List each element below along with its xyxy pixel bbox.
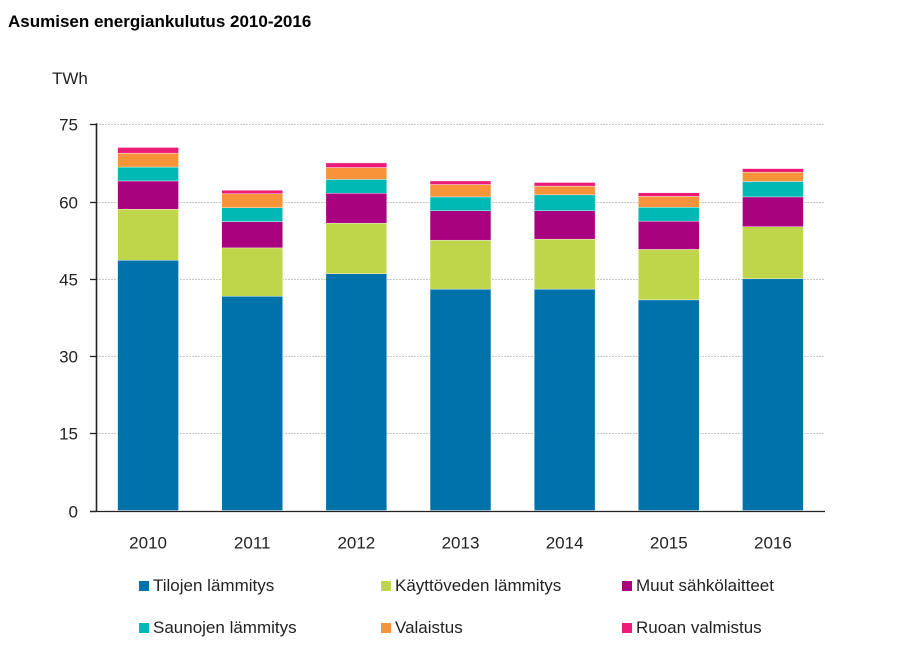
legend-label: Saunojen lämmitys: [153, 618, 297, 637]
x-tick-labels: 2010 2011 2012 2013 2014 2015 2016: [129, 534, 792, 553]
bar-segment: Saunojen lämmitys 2015: 2.7: [638, 207, 700, 222]
bar-stack-2015: Tilojen lämmitys 2015: 40.9Käyttöveden l…: [638, 192, 700, 511]
x-tick-label: 2011: [234, 534, 271, 553]
bar-segment: Muut sähkölaitteet 2014: 5.5: [533, 210, 596, 240]
bar-segment: Tilojen lämmitys 2010: 48.6: [117, 260, 179, 511]
x-tick-label: 2016: [754, 534, 792, 553]
legend-item: Saunojen lämmitys: [139, 618, 297, 638]
legend-item: Ruoan valmistus: [622, 618, 762, 638]
bar-segment: Saunojen lämmitys 2012: 2.7: [325, 179, 388, 194]
bar-segment: Muut sähkölaitteet 2010: 5.5: [117, 180, 179, 210]
bar-segment: Ruoan valmistus 2010: 1.1: [117, 147, 179, 154]
bar-segment: Valaistus 2016: 1.8: [742, 171, 804, 182]
bar-stack-2016: Tilojen lämmitys 2016: 45Käyttöveden läm…: [742, 168, 804, 511]
legend-swatch: [381, 623, 391, 633]
bar-stack-2013: Tilojen lämmitys 2013: 43Käyttöveden läm…: [429, 180, 492, 511]
bar-segment: Valaistus 2012: 2.3: [325, 167, 388, 180]
legend-swatch: [622, 623, 632, 633]
y-tick-label: 30: [59, 348, 78, 367]
bar-segment: Saunojen lämmitys 2010: 2.7: [117, 166, 179, 182]
legend-label: Valaistus: [395, 618, 463, 637]
legend-swatch: [381, 581, 391, 591]
bar-segment: Muut sähkölaitteet 2016: 5.8: [742, 196, 804, 227]
bar-segment: Muut sähkölaitteet 2015: 5.5: [638, 220, 700, 250]
bar-segment: Käyttöveden lämmitys 2011: 9.4: [221, 247, 283, 297]
bars: Tilojen lämmitys 2010: 48.6Käyttöveden l…: [117, 147, 804, 511]
x-tick-label: 2014: [546, 534, 584, 553]
bar-segment: Tilojen lämmitys 2012: 46: [325, 273, 388, 511]
y-tick-label: 75: [59, 116, 78, 135]
bar-segment: Käyttöveden lämmitys 2014: 9.7: [533, 238, 596, 290]
bar-segment: Ruoan valmistus 2012: 0.9: [325, 162, 388, 168]
bar-segment: Tilojen lämmitys 2016: 45: [742, 278, 804, 511]
x-tick-label: 2010: [129, 534, 167, 553]
legend-item: Muut sähkölaitteet: [622, 576, 774, 596]
bar-segment: Käyttöveden lämmitys 2010: 9.9: [117, 209, 179, 261]
x-tick-label: 2013: [442, 534, 480, 553]
y-tick-label: 15: [59, 425, 78, 444]
bar-segment: Valaistus 2013: 2.4: [429, 184, 492, 198]
bar-segment: Saunojen lämmitys 2013: 2.7: [429, 196, 492, 212]
bar-segment: Käyttöveden lämmitys 2013: 9.5: [429, 239, 492, 290]
bar-segment: Muut sähkölaitteet 2012: 5.8: [325, 193, 388, 224]
legend-swatch: [622, 581, 632, 591]
bar-segment: Muut sähkölaitteet 2011: 5.1: [221, 221, 283, 249]
bar-segment: Tilojen lämmitys 2011: 41.6: [221, 296, 283, 511]
y-tick-label: 45: [59, 271, 78, 290]
bar-segment: Valaistus 2011: 2.7: [221, 193, 283, 208]
y-tick-label: 60: [59, 194, 78, 213]
legend-label: Käyttöveden lämmitys: [395, 576, 562, 595]
bar-segment: Tilojen lämmitys 2013: 43: [429, 288, 492, 511]
legend-label: Muut sähkölaitteet: [636, 576, 774, 595]
chart-title: Asumisen energiankulutus 2010-2016: [8, 12, 312, 31]
bar-segment: Ruoan valmistus 2014: 0.7: [533, 182, 596, 187]
bar-segment: Käyttöveden lämmitys 2015: 9.8: [638, 249, 700, 301]
bar-segment: Muut sähkölaitteet 2013: 5.7: [429, 210, 492, 241]
legend-swatch: [139, 581, 149, 591]
legend-swatch: [139, 623, 149, 633]
axes: [90, 123, 825, 513]
bar-stack-2014: Tilojen lämmitys 2014: 43Käyttöveden läm…: [533, 182, 596, 511]
legend-label: Ruoan valmistus: [636, 618, 762, 637]
y-tick-label: 0: [69, 503, 78, 522]
bar-stack-2011: Tilojen lämmitys 2011: 41.6Käyttöveden l…: [221, 190, 283, 511]
legend-item: Valaistus: [381, 618, 463, 638]
bar-segment: Valaistus 2010: 2.7: [117, 152, 179, 168]
bar-segment: Käyttöveden lämmitys 2012: 9.8: [325, 222, 388, 274]
bar-segment: Ruoan valmistus 2011: 0.7: [221, 190, 283, 195]
y-tick-labels: 0 15 30 45 60 75: [59, 116, 78, 522]
legend-label: Tilojen lämmitys: [153, 576, 275, 595]
bar-segment: Ruoan valmistus 2013: 0.7: [429, 180, 492, 185]
bar-segment: Saunojen lämmitys 2016: 3: [742, 181, 804, 198]
bar-segment: Tilojen lämmitys 2015: 40.9: [638, 299, 700, 511]
bar-segment: Ruoan valmistus 2016: 0.7: [742, 168, 804, 173]
bar-segment: Tilojen lämmitys 2014: 43: [533, 288, 596, 511]
bar-segment: Valaistus 2014: 1.7: [533, 185, 596, 196]
bar-segment: Saunojen lämmitys 2011: 2.7: [221, 207, 283, 222]
legend-item: Käyttöveden lämmitys: [381, 576, 561, 596]
x-tick-label: 2012: [337, 534, 375, 553]
bar-segment: Valaistus 2015: 2.1: [638, 196, 700, 208]
x-tick-label: 2015: [650, 534, 688, 553]
bar-segment: Ruoan valmistus 2015: 0.7: [638, 192, 700, 197]
y-axis-unit-label: TWh: [52, 69, 88, 88]
bar-stack-2012: Tilojen lämmitys 2012: 46Käyttöveden läm…: [325, 162, 388, 511]
legend-item: Tilojen lämmitys: [139, 576, 274, 596]
bar-segment: Saunojen lämmitys 2014: 3.1: [533, 194, 596, 212]
bar-segment: Käyttöveden lämmitys 2016: 10.1: [742, 226, 804, 279]
bar-stack-2010: Tilojen lämmitys 2010: 48.6Käyttöveden l…: [117, 147, 179, 511]
